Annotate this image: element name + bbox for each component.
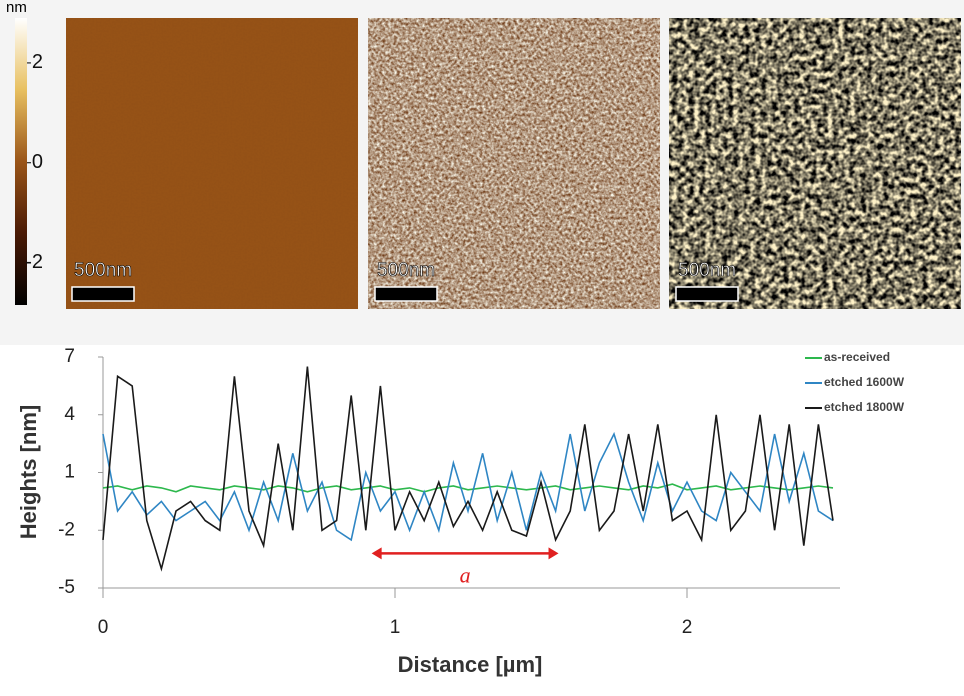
y-tick-label: 1 (64, 462, 75, 483)
colorbar-tick-label: -2 (25, 251, 43, 273)
scale-label: 500nm (74, 260, 132, 281)
arrow-head (548, 547, 559, 560)
x-tick-label: 2 (682, 617, 693, 638)
y-axis-label: Heights [nm] (16, 405, 41, 539)
x-axis-label: Distance [µm] (398, 652, 543, 677)
legend-label: etched 1800W (824, 400, 905, 414)
colorbar-tick-label: 0 (32, 151, 43, 173)
scale-bar (71, 286, 135, 302)
data-line (102, 366, 834, 572)
colorbar-unit: nm (6, 0, 27, 16)
afm-texture (66, 18, 358, 309)
scale-label: 500nm (377, 260, 435, 281)
legend-label: etched 1600W (824, 375, 905, 389)
x-tick-label: 0 (98, 617, 109, 638)
annotation-label: a (460, 562, 471, 587)
scale-label: 500nm (678, 260, 736, 281)
data-line (102, 483, 834, 493)
y-tick-label: 4 (64, 404, 75, 425)
y-tick-label: -5 (58, 577, 75, 598)
colorbar (15, 18, 27, 305)
data-line (102, 431, 834, 542)
y-tick-label: 7 (64, 346, 75, 367)
y-tick-label: -2 (58, 519, 75, 540)
legend-label: as-received (824, 350, 890, 364)
afm-texture (669, 18, 961, 309)
afm-texture (368, 18, 660, 309)
x-tick-label: 1 (390, 617, 401, 638)
scale-bar (675, 286, 739, 302)
arrow-head (371, 547, 382, 560)
colorbar-tick-label: 2 (32, 51, 43, 73)
scale-bar (374, 286, 438, 302)
